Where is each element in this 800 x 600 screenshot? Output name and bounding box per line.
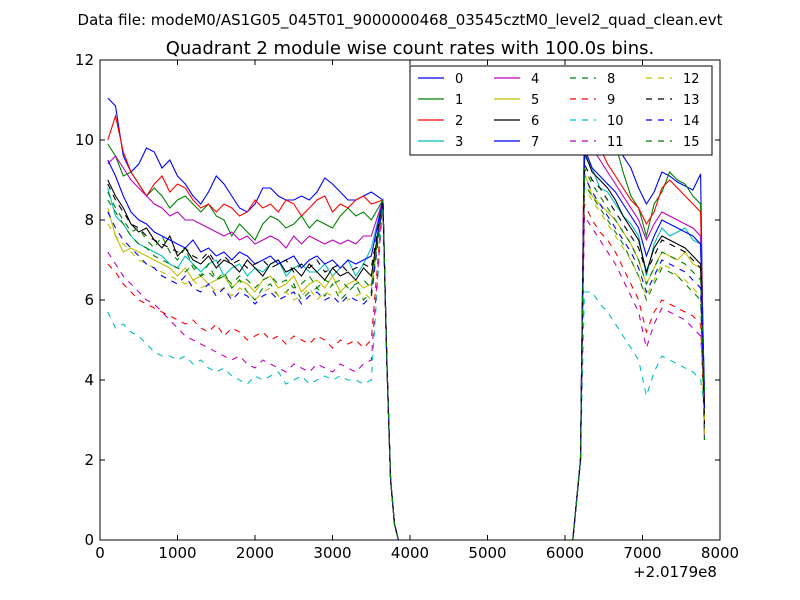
legend-label-13: 13: [683, 93, 700, 108]
y-tick-label: 4: [84, 371, 94, 389]
x-tick-label: 3000: [313, 544, 351, 562]
legend-label-10: 10: [607, 114, 624, 129]
legend-label-4: 4: [531, 72, 539, 87]
x-tick-label: 5000: [468, 544, 506, 562]
legend-label-1: 1: [455, 93, 463, 108]
legend-label-14: 14: [683, 114, 700, 129]
legend-label-12: 12: [683, 72, 700, 87]
legend-label-11: 11: [607, 135, 624, 150]
legend-label-0: 0: [455, 72, 463, 87]
series-line-4: [107, 134, 706, 540]
y-tick-label: 0: [84, 531, 94, 549]
ticks-layer: 0 1000 2000 3000 4000 5000 6000 7000 80000246810…: [75, 51, 739, 562]
chart-suptitle: Data file: modeM0/AS1G05_045T01_90000004…: [78, 11, 723, 30]
legend-label-3: 3: [455, 135, 463, 150]
legend-label-9: 9: [607, 93, 615, 108]
chart-title: Quadrant 2 module wise count rates with …: [166, 38, 655, 59]
y-tick-label: 8: [84, 211, 94, 229]
legend-label-7: 7: [531, 135, 539, 150]
series-line-3: [107, 154, 706, 540]
series-line-2: [107, 113, 706, 540]
legend-label-8: 8: [607, 72, 615, 87]
x-tick-label: 0: [95, 544, 105, 562]
x-tick-label: 1000: [158, 544, 196, 562]
series-line-13: [107, 163, 706, 540]
series-line-7: [107, 147, 706, 540]
series-line-14: [107, 175, 706, 540]
y-tick-label: 12: [75, 51, 94, 69]
x-tick-label: 2000: [236, 544, 274, 562]
series-line-5: [107, 171, 706, 540]
legend-label-2: 2: [455, 114, 463, 129]
y-tick-label: 2: [84, 451, 94, 469]
series-line-6: [107, 151, 706, 540]
series-line-15: [107, 167, 706, 540]
y-tick-label: 10: [75, 131, 94, 149]
x-tick-label: 8000: [701, 544, 739, 562]
legend-box: [409, 65, 713, 156]
legend-label-5: 5: [531, 93, 539, 108]
legend-label-6: 6: [531, 114, 539, 129]
x-offset-label: +2.0179e8: [633, 563, 717, 581]
x-tick-label: 7000: [623, 544, 661, 562]
x-tick-label: 6000: [546, 544, 584, 562]
series-line-10: [107, 199, 706, 540]
legend-label-15: 15: [683, 135, 700, 150]
y-tick-label: 6: [84, 291, 94, 309]
x-tick-label: 4000: [391, 544, 429, 562]
